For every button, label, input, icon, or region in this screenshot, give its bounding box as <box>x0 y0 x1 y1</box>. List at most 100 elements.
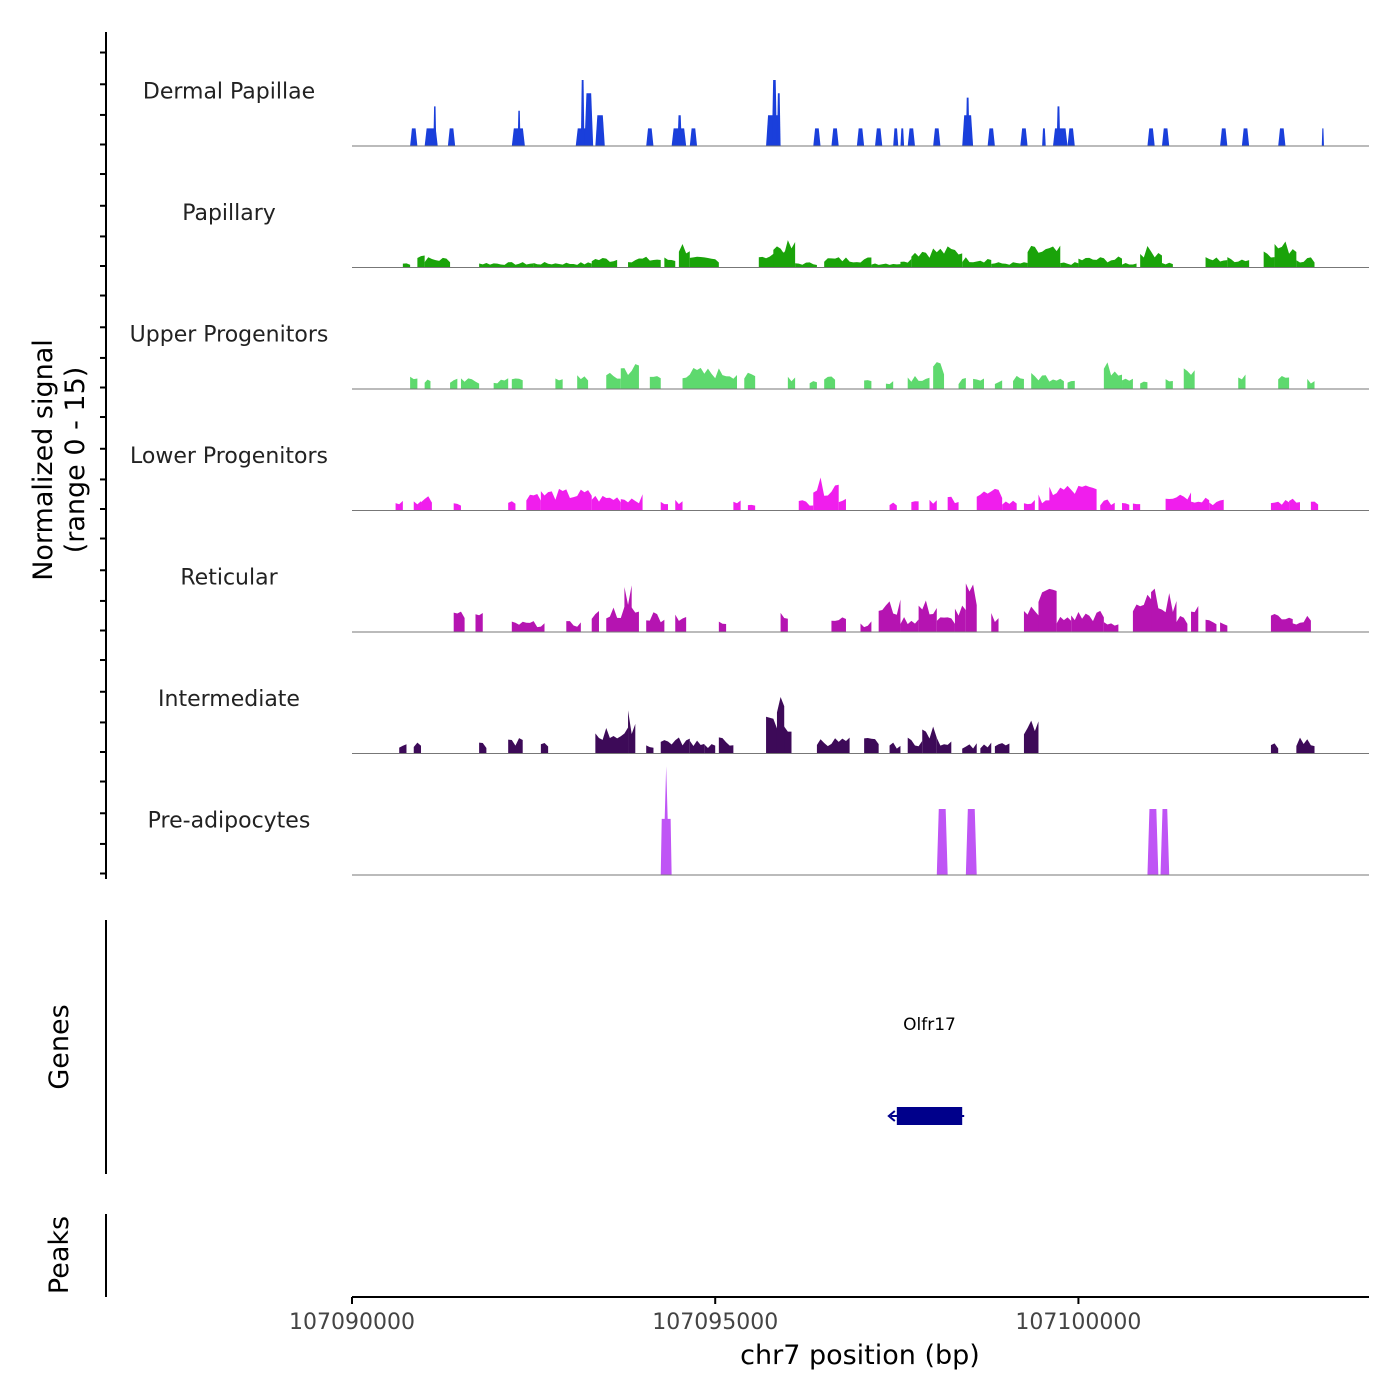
track-lower-progenitors-peak-6 <box>540 488 592 511</box>
track-lower-progenitors-peak-13 <box>798 500 814 511</box>
track-intermediate-peak-7 <box>646 745 654 754</box>
x-tick-label-0: 107090000 <box>289 1310 415 1335</box>
track-lower-progenitors-peak-15 <box>838 498 846 511</box>
track-lower-progenitors-peak-32 <box>1289 498 1300 511</box>
track-reticular-peak-22 <box>1056 616 1072 632</box>
track-pre-adipocytes-peak-1 <box>936 809 948 875</box>
track-dermal-papillae-peak-7 <box>580 80 585 146</box>
track-upper-progenitors-peak-14 <box>809 381 817 389</box>
track-papillary-peak-24 <box>1161 262 1173 268</box>
track-dermal-papillae-peak-23 <box>907 128 915 146</box>
track-reticular-peak-19 <box>991 613 999 632</box>
track-papillary-peak-9 <box>689 256 719 268</box>
track-reticular: Reticular <box>180 566 1369 633</box>
track-reticular-peak-13 <box>878 599 901 632</box>
track-intermediate-peak-0 <box>399 744 407 754</box>
track-lower-progenitors-peak-4 <box>508 501 516 511</box>
track-reticular-peak-1 <box>475 613 483 632</box>
track-lower-progenitors-peak-17 <box>911 501 919 511</box>
track-upper-progenitors-peak-30 <box>1183 368 1195 389</box>
track-label-pre-adipocytes: Pre-adipocytes <box>148 809 311 834</box>
track-dermal-papillae-peak-33 <box>1147 128 1155 146</box>
track-papillary-peak-16 <box>911 246 963 268</box>
track-papillary-peak-23 <box>1140 245 1162 268</box>
track-reticular-peak-6 <box>624 585 632 632</box>
track-label-reticular: Reticular <box>180 566 278 591</box>
track-lower-progenitors-peak-8 <box>620 494 643 511</box>
track-reticular-peak-27 <box>1176 615 1188 632</box>
track-upper-progenitors-peak-27 <box>1122 378 1133 389</box>
track-dermal-papillae-peak-9 <box>595 115 605 146</box>
gene-annotations: Olfr17 <box>887 1015 965 1125</box>
track-reticular-peak-0 <box>453 611 465 632</box>
track-dermal-papillae-peak-12 <box>677 115 682 146</box>
track-papillary-peak-3 <box>479 262 534 268</box>
y-axis-label: Normalized signal <box>28 339 59 581</box>
track-upper-progenitors-peak-6 <box>555 378 563 389</box>
track-reticular-peak-14 <box>900 617 919 632</box>
track-lower-progenitors-peak-30 <box>1209 499 1224 511</box>
track-upper-progenitors-peak-2 <box>450 378 458 389</box>
track-dermal-papillae: Dermal Papillae <box>143 80 1369 147</box>
track-papillary-peak-4 <box>533 262 592 268</box>
track-papillary-peak-17 <box>962 257 992 268</box>
track-lower-progenitors-peak-33 <box>1310 501 1319 511</box>
track-papillary-peak-15 <box>900 258 912 268</box>
track-lower-progenitors-peak-29 <box>1191 497 1210 511</box>
track-upper-progenitors-peak-16 <box>864 380 872 389</box>
track-pre-adipocytes-peak-2 <box>965 809 977 875</box>
track-reticular-peak-24 <box>1103 622 1119 632</box>
track-dermal-papillae-peak-28 <box>1020 128 1028 146</box>
track-label-dermal-papillae: Dermal Papillae <box>143 80 315 105</box>
track-upper-progenitors-peak-19 <box>933 362 945 389</box>
track-reticular-peak-23 <box>1071 610 1104 632</box>
track-reticular-peak-21 <box>1038 588 1057 632</box>
track-upper-progenitors-peak-10 <box>649 376 661 389</box>
track-reticular-peak-4 <box>591 610 599 632</box>
track-lower-progenitors: Lower Progenitors <box>130 444 1369 511</box>
track-dermal-papillae-peak-8 <box>584 93 594 146</box>
track-upper-progenitors-peak-17 <box>885 381 894 389</box>
track-lower-progenitors-peak-3 <box>453 503 461 511</box>
track-reticular-peak-29 <box>1205 619 1217 632</box>
track-upper-progenitors-peak-22 <box>994 380 1003 389</box>
track-dermal-papillae-peak-30 <box>1053 128 1068 146</box>
track-dermal-papillae-peak-38 <box>1321 128 1324 146</box>
track-reticular-peak-26 <box>1151 588 1177 632</box>
track-upper-progenitors-peak-25 <box>1067 380 1075 389</box>
track-intermediate-peak-16 <box>889 742 901 754</box>
track-upper-progenitors-peak-7 <box>577 375 589 389</box>
peaks-panel: Peaks <box>44 1214 107 1297</box>
signal-tracks: Dermal Papillae Papillary Upper Progenitor… <box>130 80 1369 876</box>
track-dermal-papillae-peak-13 <box>689 128 698 146</box>
track-upper-progenitors-peak-23 <box>1013 375 1024 389</box>
gene-olfr17: Olfr17 <box>887 1015 965 1125</box>
track-reticular-peak-32 <box>1289 615 1311 632</box>
track-papillary-peak-22 <box>1122 262 1137 268</box>
track-lower-progenitors-peak-12 <box>747 504 756 511</box>
genes-panel-label: Genes <box>44 1004 75 1089</box>
track-dermal-papillae-peak-35 <box>1220 128 1228 146</box>
track-papillary-peak-26 <box>1227 257 1250 268</box>
track-dermal-papillae-peak-16 <box>776 93 781 146</box>
track-reticular-peak-28 <box>1191 606 1199 632</box>
track-upper-progenitors-peak-8 <box>606 372 621 389</box>
track-intermediate-peak-11 <box>718 737 734 754</box>
track-intermediate-peak-19 <box>936 737 952 754</box>
track-lower-progenitors-peak-21 <box>1002 500 1017 511</box>
track-dermal-papillae-peak-19 <box>856 128 865 146</box>
track-intermediate: Intermediate <box>158 687 1369 754</box>
track-dermal-papillae-peak-20 <box>875 128 883 146</box>
track-intermediate-peak-10 <box>704 744 716 754</box>
track-upper-progenitors-peak-12 <box>744 372 756 389</box>
track-dermal-papillae-peak-21 <box>893 128 899 146</box>
genes-panel: Genes Olfr17 <box>44 920 965 1174</box>
track-intermediate-peak-4 <box>540 743 549 754</box>
track-dermal-papillae-peak-37 <box>1278 128 1286 146</box>
track-papillary-peak-8 <box>678 243 690 268</box>
track-upper-progenitors-peak-3 <box>460 378 480 389</box>
track-lower-progenitors-peak-31 <box>1270 500 1290 511</box>
track-intermediate-peak-3 <box>508 738 523 754</box>
track-reticular-peak-5 <box>606 606 639 632</box>
